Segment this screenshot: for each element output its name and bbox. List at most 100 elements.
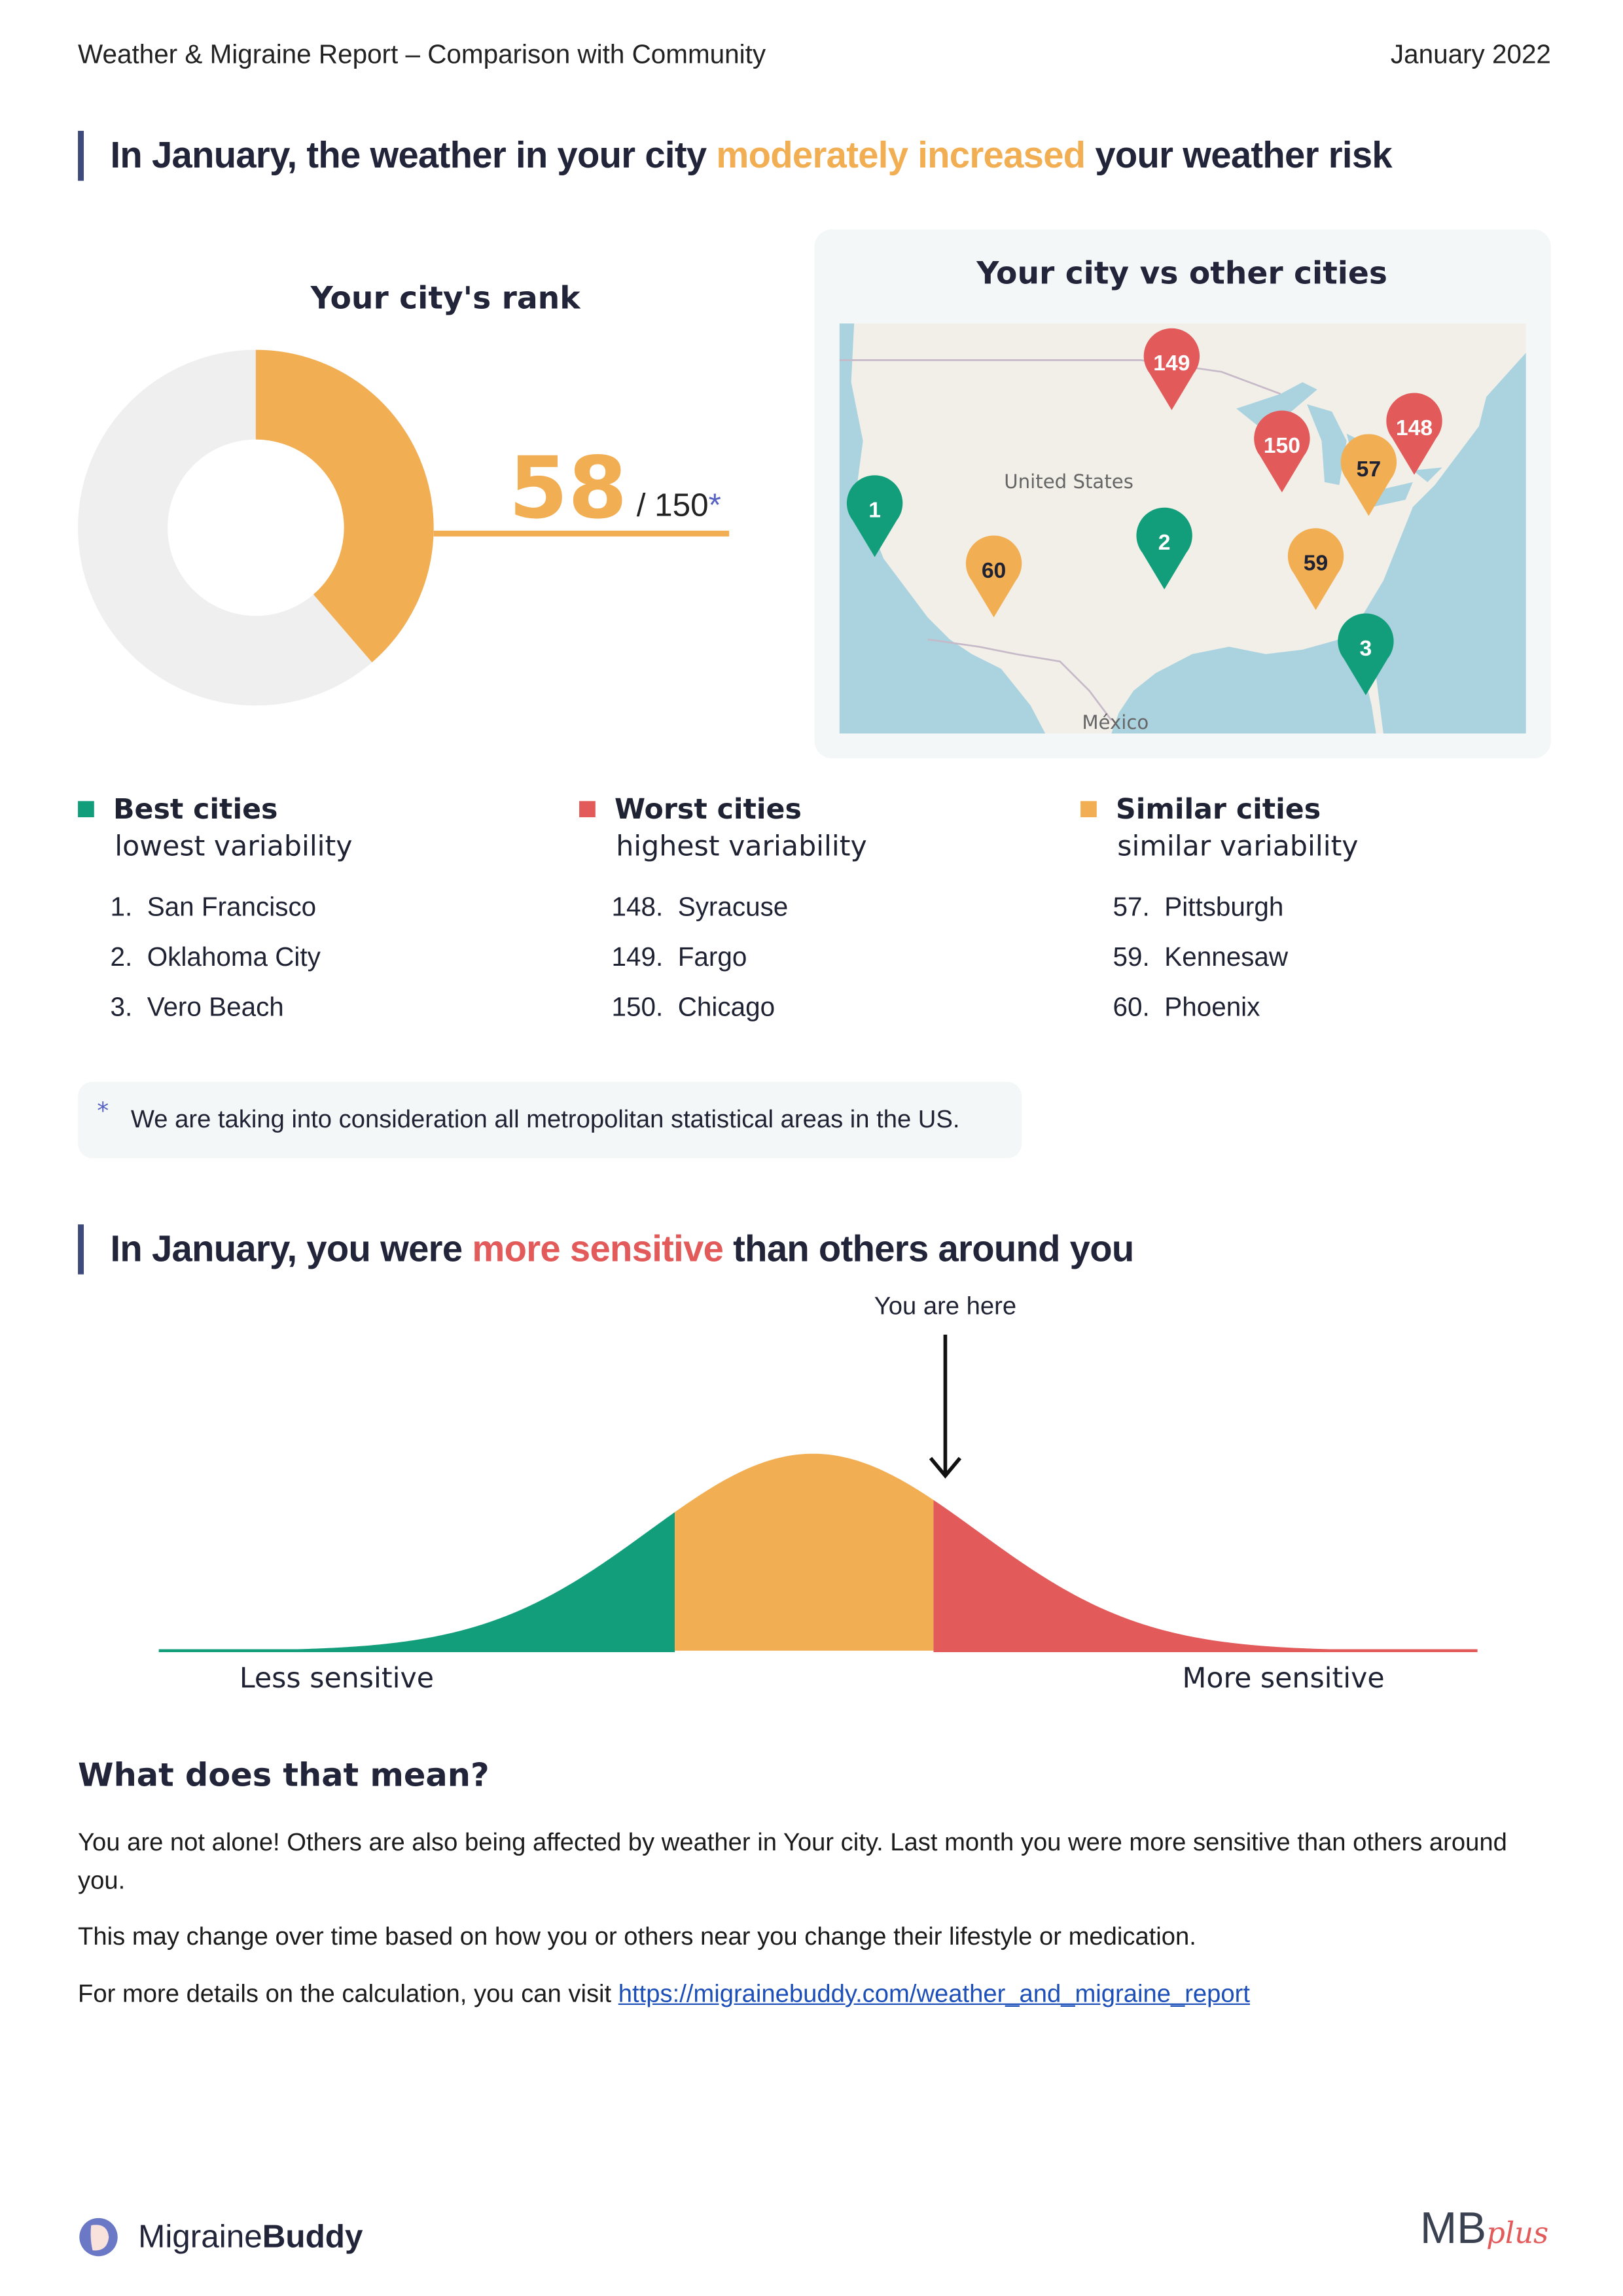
city-rank: 148. [611,892,664,922]
report-date: January 2022 [1390,39,1551,69]
map-label-country: United States [1004,470,1133,493]
city-name: Kennesaw [1164,942,1289,972]
map-pin-60[interactable]: 60 [965,535,1022,618]
section2-heading: In January, you were more sensitive than… [78,1224,1134,1275]
pin-label: 149 [1153,351,1190,376]
heading-text: In January, you were [110,1228,473,1270]
city-name: Pittsburgh [1164,892,1284,922]
city-list-item: 59. Kennesaw [1113,942,1359,992]
city-name: Syracuse [677,892,789,922]
map-label-mexico: México [1082,711,1149,733]
map-pin-148[interactable]: 148 [1386,393,1442,475]
city-rank: 60. [1113,992,1150,1022]
map-pin-150[interactable]: 150 [1254,410,1310,493]
meaning-title: What does that mean? [78,1757,490,1795]
city-list-item: 149. Fargo [612,942,867,992]
legend-title: Worst cities [614,794,802,826]
city-list-item: 3. Vero Beach [110,992,352,1042]
curve-similar [675,1453,934,1651]
pin-label: 1 [868,499,881,523]
section1-heading: In January, the weather in your city mod… [78,130,1393,181]
rank-total: / 150 [636,486,709,523]
pin-label: 3 [1360,637,1372,661]
map-title: Your city vs other cities [976,255,1388,291]
map-pin-59[interactable]: 59 [1287,528,1344,610]
meaning-paragraph: You are not alone! Others are also being… [78,1828,1507,1895]
map-pin-2[interactable]: 2 [1136,507,1192,590]
heading-text: your weather risk [1085,135,1392,177]
city-rank: 57. [1113,892,1150,922]
migrainebuddy-logo: MigraineBuddy [78,2217,363,2258]
city-rank: 3. [110,992,133,1022]
city-name: San Francisco [147,892,317,922]
brand-bold: Buddy [262,2217,363,2255]
legend-similar: Similar cities similar variability 57. Pit… [1080,794,1359,1042]
pin-label: 2 [1158,531,1171,555]
heading-text: In January, the weather in your city [110,135,717,177]
city-name: Fargo [677,942,747,972]
report-link[interactable]: https://migrainebuddy.com/weather_and_mi… [618,1979,1250,2008]
footnote-mark: * [97,1096,109,1125]
city-name: Phoenix [1164,992,1260,1022]
city-list-item: 60. Phoenix [1113,992,1359,1042]
map-pin-149[interactable]: 149 [1143,328,1200,410]
pin-label: 60 [982,559,1006,583]
map-pin-57[interactable]: 57 [1340,434,1397,516]
city-name: Vero Beach [147,992,284,1022]
report-title: Weather & Migraine Report – Comparison w… [78,39,766,69]
sensitivity-distribution [158,1334,1478,1652]
mbplus-logo: MBplus [1420,2205,1548,2255]
footnote-text: We are taking into consideration all met… [130,1105,960,1133]
plus-script: plus [1486,2215,1549,2251]
legend-swatch [579,801,596,817]
city-rank: 1. [110,892,133,922]
mb-text: MB [1420,2204,1487,2253]
curve-more-sensitive [933,1500,1478,1651]
you-are-here-label: You are here [874,1292,1017,1320]
less-sensitive-label: Less sensitive [239,1662,434,1695]
pin-label: 57 [1357,457,1381,482]
pin-label: 59 [1304,552,1328,576]
more-sensitive-label: More sensitive [1182,1662,1385,1695]
brand-light: Migraine [138,2217,262,2255]
legend-worst: Worst cities highest variability 148. Syra… [579,794,867,1042]
city-name: Oklahoma City [147,942,321,972]
rank-title: Your city's rank [310,281,580,316]
legend-subtitle: similar variability [1117,830,1359,863]
curve-less-sensitive [158,1512,675,1651]
city-list-item: 2. Oklahoma City [110,942,352,992]
map-pin-3[interactable]: 3 [1338,613,1394,696]
legend-subtitle: lowest variability [115,830,353,863]
heading-highlight: more sensitive [472,1228,724,1270]
city-list-item: 150. Chicago [612,992,867,1042]
head-logo-icon [79,2217,118,2257]
pin-label: 150 [1264,434,1300,458]
legend-title: Similar cities [1116,794,1321,826]
city-rank: 150. [611,992,664,1022]
heading-text: than others around you [723,1228,1134,1270]
city-name: Chicago [677,992,776,1022]
city-rank: 2. [110,942,133,972]
city-rank: 59. [1113,942,1150,972]
legend-swatch [1080,801,1097,817]
city-rank: 149. [611,942,664,972]
legend-subtitle: highest variability [616,830,867,863]
city-list-item: 57. Pittsburgh [1113,892,1359,942]
legend-title: Best cities [113,794,278,826]
legend-best: Best cities lowest variability 1. San Fran… [78,794,353,1042]
heading-highlight: moderately increased [716,135,1086,177]
legend-swatch [78,801,94,817]
meaning-paragraph: For more details on the calculation, you… [78,1979,618,2008]
us-map[interactable]: United States México 149 150 148 57 1 60 2 59 3 [839,323,1526,733]
map-pin-1[interactable]: 1 [846,475,903,557]
asterisk: * [708,486,721,523]
meaning-paragraph: This may change over time based on how y… [78,1922,1196,1951]
city-list-item: 148. Syracuse [612,892,867,942]
footnote-box: * We are taking into consideration all m… [78,1082,1022,1159]
rank-donut [78,349,730,706]
donut-fill [255,349,434,663]
pin-label: 148 [1396,416,1433,440]
city-list-item: 1. San Francisco [110,892,352,942]
rank-value: 58 [508,438,628,539]
